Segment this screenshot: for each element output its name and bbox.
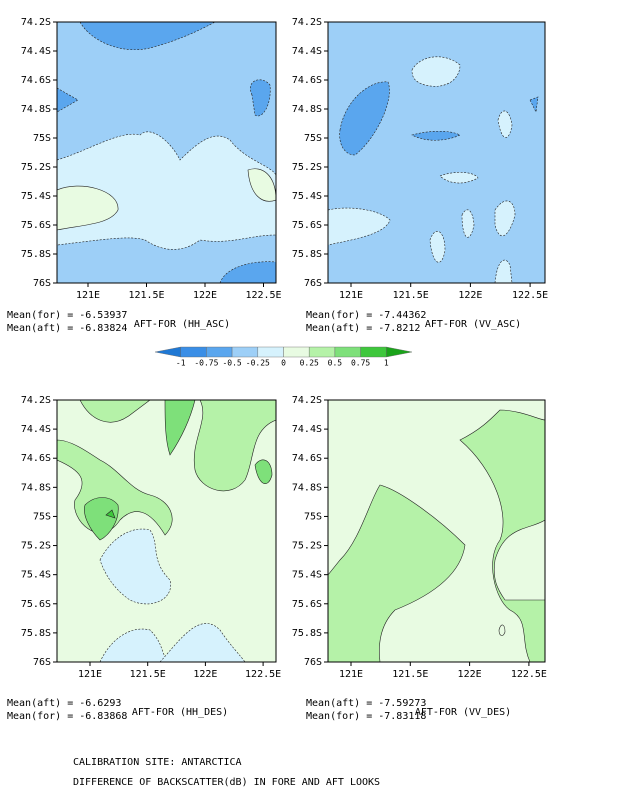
y-tick-label: 75.8S [292, 628, 322, 639]
x-tick-label: 121.5E [392, 669, 428, 680]
x-tick-label: 122.5E [512, 290, 548, 301]
contour-map [57, 400, 276, 662]
mean-stat: Mean(for) = -6.83868 [7, 711, 127, 722]
y-tick-label: 74.4S [292, 424, 322, 435]
y-tick-label: 75.8S [292, 249, 322, 260]
y-tick-label: 75.2S [292, 541, 322, 552]
colorbar-swatch [180, 346, 207, 358]
x-tick-label: 121E [78, 669, 102, 680]
x-tick-label: 122E [193, 290, 217, 301]
x-tick-label: 121.5E [393, 290, 429, 301]
y-tick-label: 75.8S [21, 249, 51, 260]
mean-stat: Mean(aft) = -6.83824 [7, 323, 127, 334]
y-tick-label: 74.6S [292, 75, 322, 86]
y-tick-label: 76S [304, 278, 322, 289]
x-tick-label: 121.5E [128, 290, 164, 301]
mean-stat: Mean(aft) = -6.6293 [7, 698, 121, 709]
y-tick-label: 75S [33, 133, 51, 144]
y-tick-label: 74.6S [21, 453, 51, 464]
map-frame [56, 21, 277, 284]
panel-title: AFT-FOR (HH_DES) [132, 707, 228, 718]
map-frame [56, 399, 277, 663]
y-tick-label: 76S [33, 657, 51, 668]
y-tick-label: 74.4S [292, 46, 322, 57]
mean-stat: Mean(for) = -7.83118 [306, 711, 426, 722]
y-tick-label: 74.6S [292, 453, 322, 464]
x-tick-label: 122.5E [511, 669, 547, 680]
colorbar-label: 1 [384, 359, 389, 368]
contour-map [328, 400, 545, 662]
footer-text: CALIBRATION SITE: ANTARCTICA [73, 757, 242, 768]
y-tick-label: 74.6S [21, 75, 51, 86]
x-tick-label: 122E [458, 290, 482, 301]
y-tick-label: 75.2S [21, 541, 51, 552]
y-tick-label: 74.2S [292, 395, 322, 406]
colorbar-swatch [283, 346, 310, 358]
y-tick-label: 75S [304, 511, 322, 522]
y-tick-label: 75.6S [21, 220, 51, 231]
contour-map [57, 22, 276, 283]
y-tick-label: 75S [304, 133, 322, 144]
colorbar-swatch [334, 346, 361, 358]
x-tick-label: 122E [458, 669, 482, 680]
contour-map [328, 22, 545, 283]
x-tick-label: 121.5E [130, 669, 166, 680]
y-tick-label: 76S [33, 278, 51, 289]
colorbar-label: -0.75 [194, 359, 218, 368]
y-tick-label: 74.4S [21, 424, 51, 435]
colorbar-label: 0.25 [300, 359, 319, 368]
y-tick-label: 74.8S [292, 482, 322, 493]
y-tick-label: 74.8S [292, 104, 322, 115]
y-tick-label: 75.4S [292, 570, 322, 581]
mean-stat: Mean(for) = -7.44362 [306, 310, 426, 321]
x-tick-label: 122.5E [245, 669, 281, 680]
colorbar-label: 0 [281, 359, 286, 368]
y-tick-label: 75.6S [21, 599, 51, 610]
y-tick-label: 74.2S [21, 395, 51, 406]
y-tick-label: 75.2S [292, 162, 322, 173]
y-tick-label: 76S [304, 657, 322, 668]
colorbar-swatch [206, 346, 233, 358]
y-tick-label: 74.2S [21, 17, 51, 28]
colorbar-swatch [360, 346, 387, 358]
x-tick-label: 121E [76, 290, 100, 301]
y-tick-label: 75.6S [292, 599, 322, 610]
panel-title: AFT-FOR (VV_ASC) [425, 319, 521, 330]
panel-title: AFT-FOR (VV_DES) [415, 707, 511, 718]
y-tick-label: 75.6S [292, 220, 322, 231]
x-tick-label: 121E [339, 290, 363, 301]
colorbar-label: -0.5 [222, 359, 241, 368]
y-tick-label: 75S [33, 511, 51, 522]
colorbar-label: -1 [176, 359, 186, 368]
colorbar-label: 0.75 [351, 359, 370, 368]
mean-stat: Mean(aft) = -7.59273 [306, 698, 426, 709]
colorbar-label: -0.25 [246, 359, 270, 368]
colorbar-swatch [309, 346, 336, 358]
map-frame [327, 399, 546, 663]
y-tick-label: 75.4S [21, 191, 51, 202]
colorbar-label: 0.5 [328, 359, 343, 368]
y-tick-label: 74.2S [292, 17, 322, 28]
x-tick-label: 122E [193, 669, 217, 680]
y-tick-label: 74.8S [21, 482, 51, 493]
footer-text: DIFFERENCE OF BACKSCATTER(dB) IN FORE AN… [73, 777, 380, 788]
mean-stat: Mean(aft) = -7.8212 [306, 323, 420, 334]
colorbar-swatch [231, 346, 258, 358]
y-tick-label: 75.4S [21, 570, 51, 581]
y-tick-label: 75.4S [292, 191, 322, 202]
x-tick-label: 122.5E [245, 290, 281, 301]
y-tick-label: 75.2S [21, 162, 51, 173]
x-tick-label: 121E [339, 669, 363, 680]
colorbar-swatch [257, 346, 284, 358]
colorbar-swatch [154, 346, 181, 358]
y-tick-label: 74.8S [21, 104, 51, 115]
colorbar-swatch [386, 346, 413, 358]
y-tick-label: 74.4S [21, 46, 51, 57]
map-frame [327, 21, 546, 284]
panel-title: AFT-FOR (HH_ASC) [134, 319, 230, 330]
y-tick-label: 75.8S [21, 628, 51, 639]
mean-stat: Mean(for) = -6.53937 [7, 310, 127, 321]
